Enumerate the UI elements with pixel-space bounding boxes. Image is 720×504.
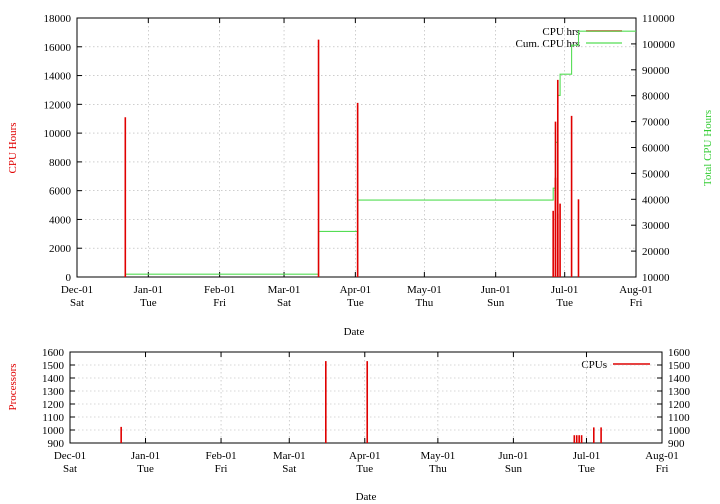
top-y2label: Total CPU Hours	[702, 110, 714, 186]
top-y2tick-label: 70000	[642, 117, 670, 129]
top-ytick-label: 8000	[49, 157, 72, 169]
bottom-xtick-day: Thu	[429, 463, 447, 475]
bottom-y2tick-label: 1100	[668, 412, 690, 424]
bottom-xtick-day: Sat	[282, 463, 296, 475]
bottom-ytick-label: 1300	[42, 386, 65, 398]
top-ytick-label: 18000	[44, 13, 72, 25]
top-ytick-label: 14000	[44, 71, 72, 83]
bottom-xtick-day: Tue	[578, 463, 595, 475]
bottom-plot-frame	[69, 351, 663, 444]
bottom-xtick-label: Mar-01	[273, 450, 306, 462]
top-ytick-label: 0	[66, 272, 72, 284]
top-xtick-day: Sat	[70, 297, 84, 309]
top-ylabel: CPU Hours	[7, 122, 19, 173]
top-xtick-label: Jan-01	[134, 284, 163, 296]
top-plot-frame	[76, 17, 637, 278]
top-xtick-day: Sun	[487, 297, 505, 309]
bottom-y2tick-label: 1300	[668, 386, 691, 398]
bottom-xtick-label: Jan-01	[131, 450, 160, 462]
bottom-ytick-label: 900	[48, 438, 65, 450]
bottom-xtick-day: Tue	[356, 463, 373, 475]
top-y2tick-label: 30000	[642, 220, 670, 232]
top-xtick-day: Tue	[347, 297, 364, 309]
top-ytick-label: 10000	[44, 128, 72, 140]
bottom-ytick-label: 1100	[42, 412, 64, 424]
bottom-legend: CPUs	[581, 359, 650, 371]
bottom-xtick-label: Jul-01	[573, 450, 601, 462]
top-y2tick-label: 40000	[642, 194, 670, 206]
top-xtick-day: Fri	[213, 297, 226, 309]
top-y2tick-label: 50000	[642, 168, 670, 180]
bottom-ylabel: Processors	[7, 363, 19, 410]
top-ytick-label: 12000	[44, 99, 72, 111]
legend-label-cum-cpu-hrs: Cum. CPU hrs	[516, 38, 581, 50]
bottom-y2tick-label: 1600	[668, 347, 691, 359]
bottom-xtick-day: Sun	[505, 463, 523, 475]
top-y2tick-label: 80000	[642, 91, 670, 103]
bottom-y2tick-label: 1000	[668, 425, 691, 437]
top-y2tick-label: 10000	[642, 272, 670, 284]
top-xtick-day: Thu	[415, 297, 433, 309]
top-ytick-label: 4000	[49, 214, 72, 226]
top-xtick-label: Aug-01	[619, 284, 653, 296]
legend-label-cpu-hrs: CPU hrs	[542, 26, 580, 38]
bottom-xtick-label: Dec-01	[54, 450, 86, 462]
top-y2tick-label: 90000	[642, 65, 670, 77]
top-y2tick-label: 60000	[642, 143, 670, 155]
bottom-ytick-label: 1200	[42, 399, 65, 411]
top-ytick-label: 2000	[49, 243, 72, 255]
bottom-ytick-label: 1400	[42, 373, 65, 385]
top-xtick-day: Fri	[630, 297, 643, 309]
bottom-ytick-label: 1000	[42, 425, 65, 437]
top-legend: CPU hrs Cum. CPU hrs	[516, 26, 622, 50]
bottom-xtick-label: Aug-01	[645, 450, 679, 462]
top-xtick-label: Jun-01	[481, 284, 511, 296]
top-xtick-day: Tue	[140, 297, 157, 309]
top-y2tick-label: 110000	[642, 13, 675, 25]
top-xtick-label: May-01	[407, 284, 442, 296]
bottom-xtick-label: Jun-01	[498, 450, 528, 462]
bottom-y2tick-label: 1400	[668, 373, 691, 385]
bottom-xtick-label: Feb-01	[205, 450, 236, 462]
top-ytick-label: 16000	[44, 42, 72, 54]
bottom-xtick-label: Apr-01	[349, 450, 381, 462]
bottom-y2tick-label: 900	[668, 438, 685, 450]
bottom-ytick-label: 1500	[42, 360, 65, 372]
bottom-xtick-day: Sat	[63, 463, 77, 475]
top-xtick-day: Tue	[556, 297, 573, 309]
bottom-ytick-label: 1600	[42, 347, 65, 359]
top-xtick-label: Apr-01	[340, 284, 372, 296]
bottom-xlabel: Date	[356, 491, 377, 503]
top-xtick-label: Mar-01	[268, 284, 301, 296]
top-xtick-label: Dec-01	[61, 284, 93, 296]
top-y2tick-label: 20000	[642, 246, 670, 258]
top-xtick-label: Feb-01	[204, 284, 235, 296]
bottom-xtick-day: Fri	[215, 463, 228, 475]
bottom-y2tick-label: 1500	[668, 360, 691, 372]
top-xlabel: Date	[344, 326, 365, 338]
top-xtick-day: Sat	[277, 297, 291, 309]
bottom-xtick-label: May-01	[420, 450, 455, 462]
bottom-xtick-day: Fri	[656, 463, 669, 475]
top-ytick-label: 6000	[49, 186, 72, 198]
chart-marks: Dec-01SatJan-01TueFeb-01FriMar-01SatApr-…	[42, 13, 691, 475]
bottom-y2tick-label: 1200	[668, 399, 691, 411]
top-y2tick-label: 100000	[642, 39, 676, 51]
bottom-xtick-day: Tue	[137, 463, 154, 475]
top-xtick-label: Jul-01	[551, 284, 579, 296]
